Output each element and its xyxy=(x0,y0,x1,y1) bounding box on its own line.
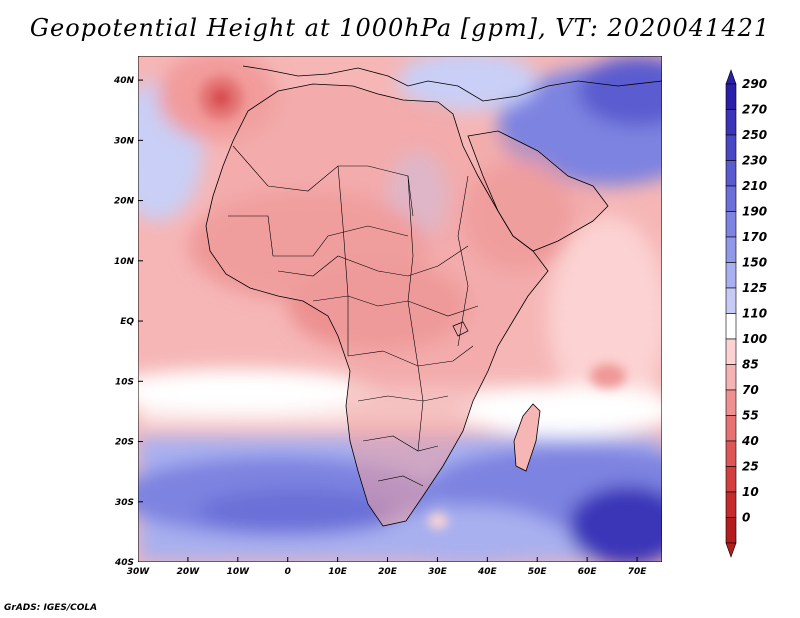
lon-tick-label: 10E xyxy=(328,567,348,577)
lat-tick-label: 40S xyxy=(114,558,134,568)
colorbar-level-label: 190 xyxy=(742,205,767,219)
colorbar-swatch xyxy=(725,83,737,110)
lon-tick-label: 0 xyxy=(285,567,291,577)
arabia-coastline xyxy=(467,130,609,252)
colorbar-swatch xyxy=(725,491,737,518)
colorbar-labels: 2902702502302101901701501251101008570554… xyxy=(741,77,767,525)
colorbar-level-label: 170 xyxy=(742,230,767,244)
map-plot-area[interactable] xyxy=(138,56,662,562)
lat-tick-label: 30N xyxy=(114,136,135,146)
europe-coastline xyxy=(242,65,662,102)
colorbar-swatch xyxy=(725,262,737,289)
colorbar-swatch xyxy=(725,160,737,187)
colorbar-level-label: 230 xyxy=(742,154,767,168)
lake-victoria xyxy=(452,321,469,337)
lat-tick-label: 20N xyxy=(114,197,135,207)
colorbar-swatches xyxy=(725,69,737,558)
map-title: Geopotential Height at 1000hPa [gpm], VT… xyxy=(29,14,771,42)
colorbar-level-label: 10 xyxy=(742,485,759,499)
lat-tick-label: 10N xyxy=(114,257,135,267)
lon-tick-label: 10W xyxy=(227,567,251,577)
lat-tick-label: 10S xyxy=(115,377,134,387)
colorbar-swatch xyxy=(725,338,737,365)
latitude-axis xyxy=(138,79,143,562)
colorbar-max-arrow xyxy=(725,69,737,85)
lon-tick-label: 20E xyxy=(378,567,398,577)
lon-tick-label: 40E xyxy=(477,567,498,577)
colorbar-level-label: 250 xyxy=(742,128,767,142)
colorbar-swatch xyxy=(725,440,737,467)
colorbar-swatch xyxy=(725,134,737,161)
colorbar-level-label: 25 xyxy=(742,460,759,474)
latitude-labels: 40N 30N 20N 10N EQ 10S 20S 30S 40S xyxy=(113,76,135,568)
colorbar-legend: 2902702502302101901701501251101008570554… xyxy=(725,69,767,558)
lon-tick-label: 30W xyxy=(127,567,151,577)
colorbar-swatch xyxy=(725,211,737,238)
colorbar-min-arrow xyxy=(725,542,737,558)
lat-tick-label: 20S xyxy=(115,438,134,448)
lat-tick-label: EQ xyxy=(120,317,134,327)
africa-coastline xyxy=(205,83,549,527)
colorbar-swatch xyxy=(725,287,737,314)
colorbar-level-label: 210 xyxy=(742,179,767,193)
lat-tick-label: 40N xyxy=(113,76,135,86)
grads-credit: GrADS: IGES/COLA xyxy=(4,603,98,613)
colorbar-swatch xyxy=(725,389,737,416)
colorbar-swatch xyxy=(725,364,737,391)
colorbar-level-label: 270 xyxy=(742,103,767,117)
colorbar-level-label: 55 xyxy=(742,409,759,423)
country-borders xyxy=(228,145,479,487)
lon-tick-label: 70E xyxy=(628,567,648,577)
colorbar-swatch xyxy=(725,466,737,493)
colorbar-level-label: 125 xyxy=(742,281,767,295)
lat-tick-label: 30S xyxy=(115,498,134,508)
lon-tick-label: 60E xyxy=(578,567,598,577)
colorbar-level-label: 0 xyxy=(742,511,750,525)
colorbar-level-label: 70 xyxy=(742,383,759,397)
colorbar-swatch xyxy=(725,517,737,544)
colorbar-level-label: 110 xyxy=(742,307,767,321)
longitude-axis xyxy=(138,557,638,562)
colorbar-level-label: 85 xyxy=(742,358,759,372)
colorbar-swatch xyxy=(725,236,737,263)
colorbar-swatch xyxy=(725,313,737,340)
colorbar-level-label: 290 xyxy=(742,77,767,91)
madagascar-coastline xyxy=(513,403,541,472)
colorbar-swatch xyxy=(725,109,737,136)
height-field xyxy=(138,56,662,562)
lon-tick-label: 30E xyxy=(428,567,448,577)
colorbar-level-label: 150 xyxy=(742,256,767,270)
colorbar-swatch xyxy=(725,415,737,442)
colorbar-swatch xyxy=(725,185,737,212)
lon-tick-label: 20W xyxy=(177,567,201,577)
colorbar-level-label: 100 xyxy=(742,332,767,346)
lon-tick-label: 50E xyxy=(528,567,548,577)
longitude-labels: 30W 20W 10W 0 10E 20E 30E 40E 50E 60E 70E xyxy=(127,567,647,577)
colorbar-level-label: 40 xyxy=(741,434,759,448)
